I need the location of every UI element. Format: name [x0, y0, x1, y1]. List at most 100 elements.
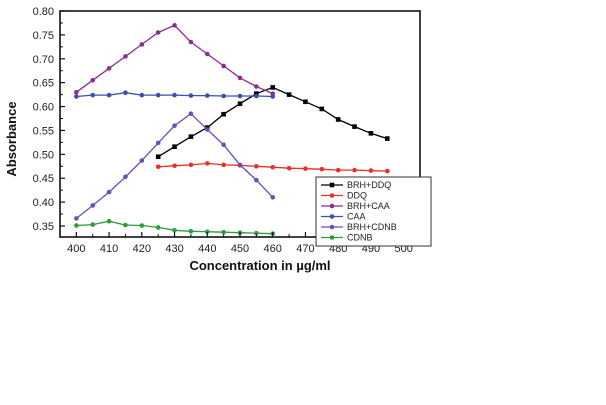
legend-label: DDQ: [347, 191, 367, 201]
legend-item: BRH+CDNB: [321, 222, 397, 232]
data-point-marker: [90, 77, 96, 83]
legend-item: CAA: [321, 212, 366, 222]
data-point-marker: [270, 94, 276, 99]
data-point-marker: [139, 92, 145, 98]
data-point-marker: [270, 164, 276, 170]
data-point-marker: [123, 174, 128, 180]
data-point-marker: [221, 162, 226, 168]
data-point-marker: [368, 168, 374, 173]
y-axis-title: Absorbance: [4, 101, 19, 176]
data-point-marker: [329, 214, 335, 219]
series-ddq: [155, 161, 390, 174]
x-tick-label: 440: [198, 243, 216, 255]
y-tick-label: 0.70: [33, 54, 54, 66]
legend-label: CAA: [347, 212, 366, 222]
legend-label: CDNB: [347, 233, 373, 243]
data-point-marker: [74, 89, 79, 95]
y-tick-label: 0.45: [33, 173, 54, 185]
data-point-marker: [221, 63, 226, 69]
x-axis: 400 410 420 430 440 450 460 470 480 490 500: [67, 232, 413, 255]
x-tick-label: 450: [231, 243, 249, 255]
y-tick-label: 0.60: [33, 102, 54, 114]
data-point-marker: [329, 182, 335, 188]
y-tick-label: 0.50: [33, 149, 54, 161]
legend-item: DDQ: [321, 191, 367, 201]
y-tick-label: 0.40: [33, 197, 54, 209]
data-point-marker: [139, 42, 145, 47]
data-point-marker: [155, 92, 161, 98]
data-point-marker: [254, 163, 259, 169]
data-point-marker: [319, 166, 325, 172]
data-point-marker: [172, 123, 177, 128]
data-point-marker: [335, 167, 341, 173]
data-point-marker: [319, 106, 325, 112]
data-point-marker: [204, 229, 210, 235]
data-point-marker: [254, 93, 259, 99]
data-point-marker: [155, 225, 161, 230]
y-axis: 0.35 0.40 0.45 0.50 0.55 0.60 0.65 0.70 0.75 0.80: [33, 6, 65, 233]
data-point-marker: [90, 92, 96, 98]
legend-box: [315, 176, 432, 247]
data-point-marker: [74, 94, 79, 99]
data-point-marker: [335, 117, 341, 122]
x-axis-title: Concentration in µg/ml: [189, 258, 330, 273]
x-tick-label: 430: [165, 243, 183, 255]
data-point-marker: [90, 222, 96, 227]
series-brh-caa: [74, 23, 276, 96]
data-point-marker: [188, 39, 194, 45]
data-point-marker: [368, 131, 374, 136]
data-point-marker: [188, 134, 194, 139]
data-point-marker: [188, 93, 194, 98]
data-point-marker: [303, 99, 308, 105]
data-point-marker: [221, 229, 226, 235]
data-point-marker: [123, 54, 128, 59]
data-point-marker: [106, 66, 112, 71]
y-tick-label: 0.80: [33, 6, 54, 18]
data-point-marker: [204, 51, 210, 57]
data-point-marker: [204, 127, 210, 132]
data-point-marker: [172, 228, 177, 233]
data-point-marker: [188, 228, 194, 234]
data-point-marker: [172, 23, 177, 28]
data-point-marker: [155, 154, 161, 160]
data-point-marker: [237, 162, 243, 168]
data-point-marker: [106, 189, 112, 195]
data-point-marker: [221, 111, 226, 117]
data-point-marker: [90, 203, 96, 208]
series-caa: [74, 90, 276, 99]
data-point-marker: [329, 203, 335, 209]
data-point-marker: [237, 93, 243, 99]
x-tick-label: 410: [100, 243, 118, 255]
data-point-marker: [352, 124, 357, 129]
data-point-marker: [329, 224, 335, 230]
data-point-marker: [254, 84, 259, 89]
data-point-marker: [303, 166, 308, 171]
legend-label: BRH+DDQ: [347, 180, 391, 190]
data-point-marker: [254, 177, 259, 183]
x-tick-label: 400: [67, 243, 85, 255]
series-layer: [74, 23, 390, 236]
data-point-marker: [172, 144, 177, 149]
data-point-marker: [237, 101, 243, 106]
legend-item: BRH+DDQ: [321, 180, 391, 190]
data-point-marker: [329, 193, 335, 198]
data-point-marker: [254, 91, 259, 96]
data-point-marker: [106, 92, 112, 98]
data-point-marker: [74, 216, 79, 221]
data-point-marker: [172, 92, 177, 98]
data-point-marker: [286, 92, 292, 97]
data-point-marker: [155, 140, 161, 146]
legend-label: BRH+CDNB: [347, 222, 397, 232]
data-point-marker: [221, 93, 226, 99]
data-point-marker: [155, 30, 161, 35]
data-point-marker: [254, 230, 259, 236]
data-point-marker: [329, 235, 335, 240]
y-tick-label: 0.75: [33, 30, 54, 42]
series-brh-cdnb: [74, 111, 276, 221]
data-point-marker: [188, 111, 194, 117]
data-point-marker: [384, 136, 390, 141]
data-point-marker: [204, 93, 210, 98]
data-point-marker: [188, 162, 194, 168]
